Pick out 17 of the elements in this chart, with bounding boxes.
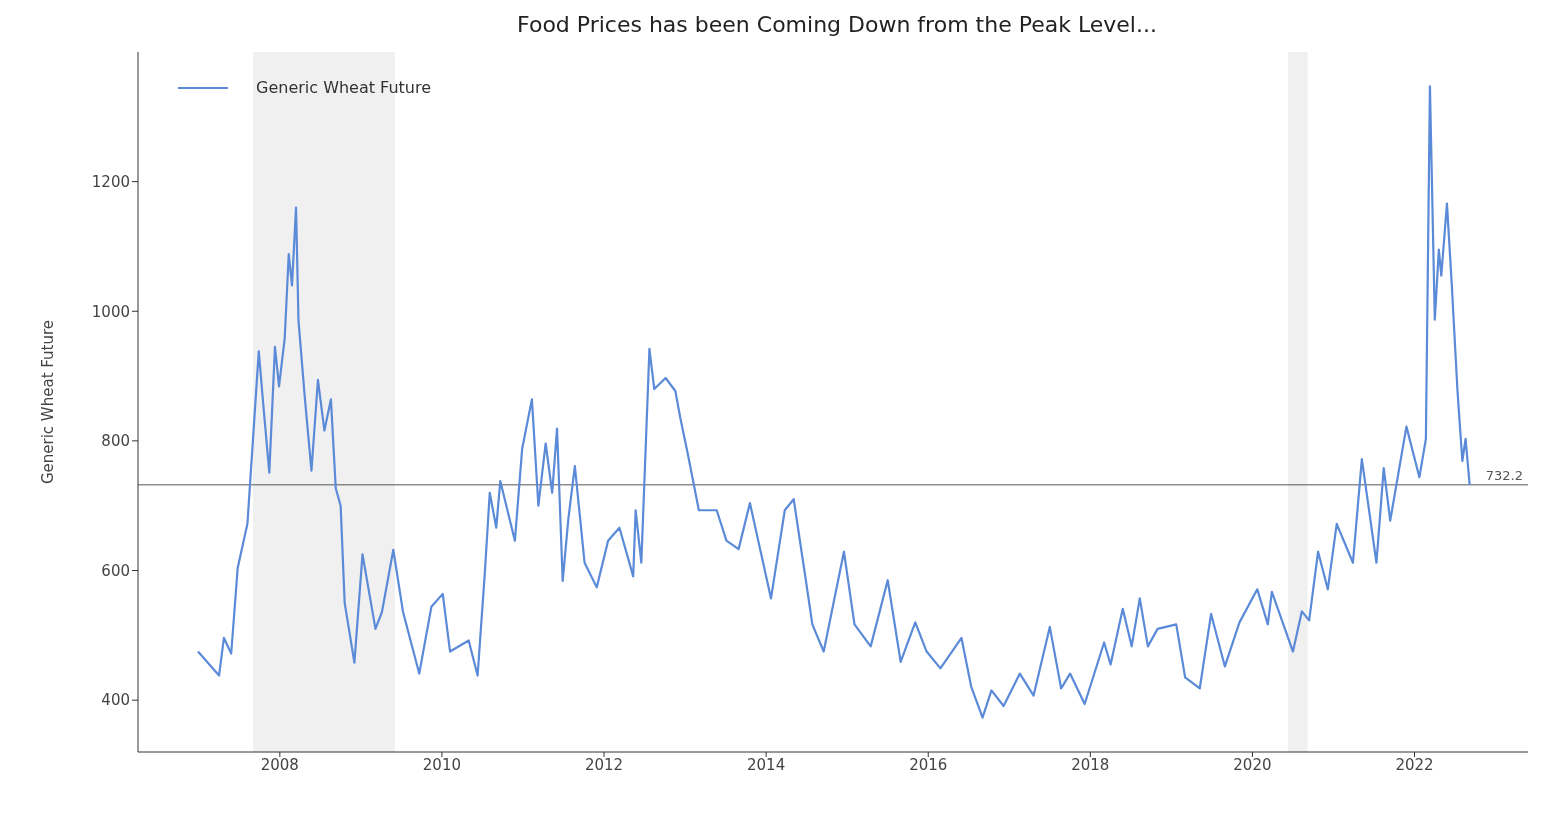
x-tick-label: 2012 (584, 755, 624, 774)
chart-title: Food Prices has been Coming Down from the Peak Level... (516, 11, 1158, 39)
x-tick-label: 2020 (1233, 755, 1272, 774)
y-tick-label: 1200 (91, 172, 130, 191)
y-tick-label: 800 (101, 432, 130, 451)
x-tick-label: 2008 (260, 755, 299, 774)
ref-line-label: 732.2 (1485, 467, 1523, 483)
x-tick-label: 2016 (909, 755, 948, 774)
x-tick-label: 2014 (747, 755, 786, 774)
y-tick-label: 600 (101, 561, 130, 580)
x-tick-label: 2010 (422, 755, 462, 774)
y-axis-title: Generic Wheat Future (39, 319, 58, 485)
x-tick-label: 2022 (1395, 755, 1434, 774)
y-tick-label: 1000 (91, 302, 130, 321)
y-tick-label: 400 (101, 691, 130, 710)
x-tick-label: 2018 (1071, 755, 1110, 774)
legend-label: Generic Wheat Future (256, 78, 432, 97)
